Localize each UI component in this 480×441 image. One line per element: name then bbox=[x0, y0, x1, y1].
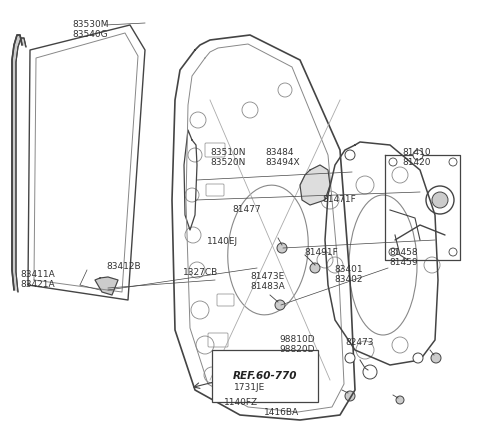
Text: 1327CB: 1327CB bbox=[182, 268, 218, 277]
Text: 98810D
98820D: 98810D 98820D bbox=[279, 335, 314, 355]
Text: 81473E
81483A: 81473E 81483A bbox=[251, 272, 285, 292]
Circle shape bbox=[413, 353, 423, 363]
Text: 81477: 81477 bbox=[232, 205, 261, 214]
Polygon shape bbox=[300, 165, 330, 205]
Circle shape bbox=[389, 248, 397, 256]
Circle shape bbox=[449, 248, 457, 256]
Text: 81410
81420: 81410 81420 bbox=[403, 148, 431, 168]
Text: 81458
81459: 81458 81459 bbox=[389, 248, 418, 267]
Polygon shape bbox=[95, 277, 118, 295]
Text: 1731JE: 1731JE bbox=[234, 383, 265, 392]
Text: 83484
83494X: 83484 83494X bbox=[265, 148, 300, 168]
Polygon shape bbox=[12, 35, 26, 292]
Text: 81491F: 81491F bbox=[304, 248, 338, 257]
Circle shape bbox=[413, 150, 423, 160]
Circle shape bbox=[449, 158, 457, 166]
Circle shape bbox=[431, 353, 441, 363]
Circle shape bbox=[345, 353, 355, 363]
Circle shape bbox=[310, 263, 320, 273]
Circle shape bbox=[275, 300, 285, 310]
Text: 1140FZ: 1140FZ bbox=[224, 398, 258, 407]
Circle shape bbox=[396, 396, 404, 404]
Text: 83510N
83520N: 83510N 83520N bbox=[210, 148, 245, 168]
Circle shape bbox=[277, 243, 287, 253]
Text: 83412B: 83412B bbox=[107, 262, 141, 271]
Circle shape bbox=[345, 150, 355, 160]
Text: 1416BA: 1416BA bbox=[264, 408, 299, 417]
Text: 83411A
83421A: 83411A 83421A bbox=[20, 270, 55, 289]
Text: 1140EJ: 1140EJ bbox=[206, 237, 238, 246]
Circle shape bbox=[345, 391, 355, 401]
Text: REF.60-770: REF.60-770 bbox=[233, 371, 298, 381]
Text: 83530M
83540G: 83530M 83540G bbox=[72, 20, 109, 39]
Text: 83401
83402: 83401 83402 bbox=[334, 265, 362, 284]
Text: 81471F: 81471F bbox=[323, 195, 356, 204]
Text: 82473: 82473 bbox=[345, 338, 373, 347]
Circle shape bbox=[432, 192, 448, 208]
Circle shape bbox=[389, 158, 397, 166]
